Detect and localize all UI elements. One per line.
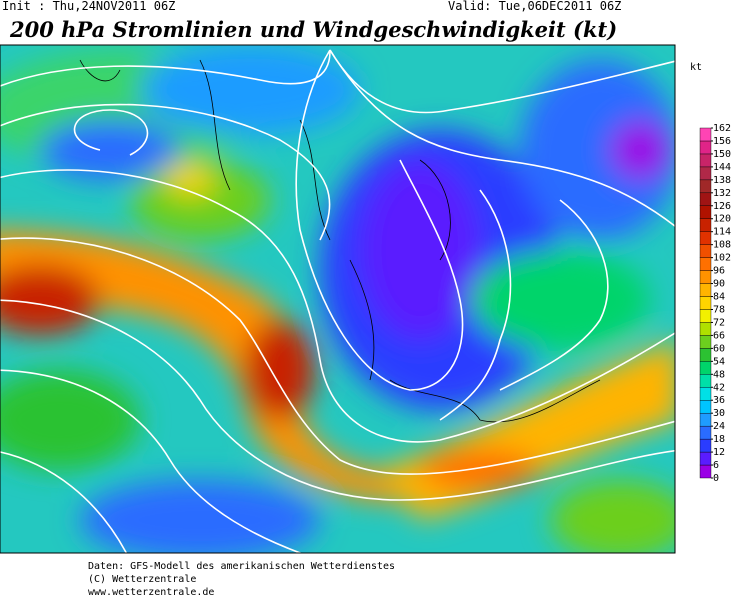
map [0, 45, 675, 553]
colorbar-segment [699, 361, 712, 375]
colorbar-tick-label: 18 [713, 434, 725, 445]
colorbar-unit: kt [690, 62, 702, 73]
colorbar-tick-label: 132 [713, 188, 731, 199]
colorbar-tick-label: 144 [713, 162, 731, 173]
colorbar-tick-label: 54 [713, 356, 725, 367]
colorbar-tick-label: 114 [713, 227, 731, 238]
colorbar-segment [699, 218, 712, 232]
colorbar-tick-label: 162 [713, 123, 731, 134]
colorbar-segment [699, 140, 712, 155]
colorbar-segment [699, 309, 712, 323]
colorbar-segment [699, 192, 712, 206]
colorbar-tick-label: 96 [713, 266, 725, 277]
colorbar-segment [699, 205, 712, 219]
colorbar-tick-label: 90 [713, 279, 725, 290]
colorbar-segment [699, 451, 712, 466]
colorbar-tick-label: 126 [713, 201, 731, 212]
colorbar-tick-label: 66 [713, 330, 725, 341]
colorbar-tick-label: 120 [713, 214, 731, 225]
colorbar-segment [699, 425, 712, 440]
colorbar-tick-label: 84 [713, 292, 725, 303]
colorbar-segment [699, 374, 712, 388]
footer-line: www.wetterzentrale.de [88, 587, 214, 598]
colorbar-segment [699, 231, 712, 245]
colorbar-segment [699, 322, 712, 336]
valid-time: Valid: Tue,06DEC2011 06Z [448, 0, 621, 13]
colorbar-segment [699, 464, 712, 479]
colorbar-segment [699, 335, 712, 349]
colorbar-segment [699, 438, 712, 453]
colorbar-segment [699, 296, 712, 310]
footer-line: (C) Wetterzentrale [88, 574, 196, 585]
colorbar-tick-label: 0 [713, 473, 719, 484]
colorbar-tick-label: 12 [713, 447, 725, 458]
map-title: 200 hPa Stromlinien und Windgeschwindigk… [9, 17, 617, 42]
colorbar-segment [699, 244, 712, 258]
colorbar-segment [699, 270, 712, 284]
colorbar-segment [699, 179, 712, 194]
colorbar-tick-label: 42 [713, 382, 725, 393]
colorbar-segment [699, 412, 712, 427]
colorbar-tick-label: 156 [713, 136, 731, 147]
colorbar-segment [699, 283, 712, 297]
colorbar-tick-label: 24 [713, 421, 725, 432]
colorbar-tick-label: 6 [713, 460, 719, 471]
init-time: Init : Thu,24NOV2011 06Z [2, 0, 175, 13]
colorbar-segment [699, 153, 712, 168]
colorbar-tick-label: 30 [713, 408, 725, 419]
colorbar-segment [699, 127, 712, 142]
colorbar-tick-label: 138 [713, 175, 731, 186]
colorbar-tick-label: 48 [713, 369, 725, 380]
colorbar-segment [699, 387, 712, 401]
colorbar-tick-label: 150 [713, 149, 731, 160]
colorbar-segment [699, 400, 712, 414]
colorbar-tick-label: 60 [713, 343, 725, 354]
map-frame [0, 44, 676, 554]
colorbar-tick-label: 72 [713, 317, 725, 328]
colorbar-tick-label: 102 [713, 253, 731, 264]
colorbar-tick-label: 36 [713, 395, 725, 406]
footer-line: Daten: GFS-Modell des amerikanischen Wet… [88, 561, 395, 572]
colorbar-segment [699, 166, 712, 181]
colorbar-tick-label: 78 [713, 304, 725, 315]
colorbar-tick-label: 108 [713, 240, 731, 251]
colorbar-segment [699, 257, 712, 271]
colorbar-segment [699, 348, 712, 362]
